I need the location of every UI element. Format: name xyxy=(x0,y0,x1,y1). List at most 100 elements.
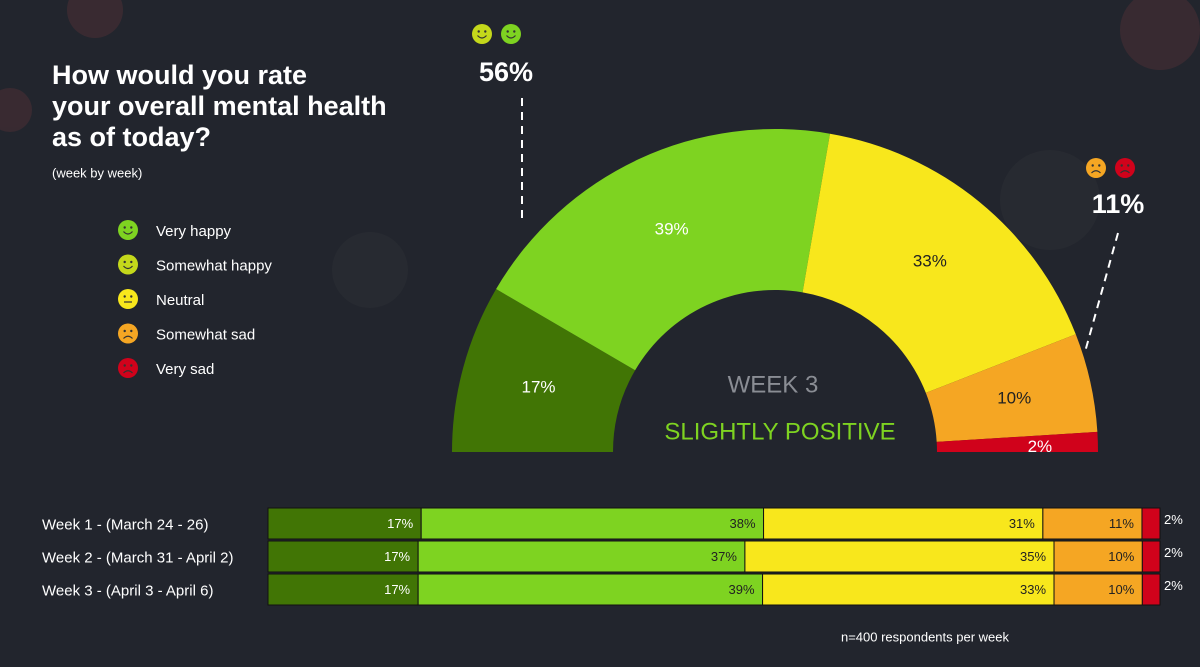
bar-segment xyxy=(1042,507,1143,540)
data-label: 35% xyxy=(1020,549,1046,564)
bar-segment xyxy=(763,507,1044,540)
eye xyxy=(130,364,133,367)
footnote: n=400 respondents per week xyxy=(841,629,1010,644)
bar-segment xyxy=(1053,573,1143,606)
bar-segment xyxy=(417,540,746,573)
face-icon xyxy=(118,220,138,240)
face xyxy=(1115,158,1135,178)
eye xyxy=(123,364,126,367)
eye xyxy=(130,226,133,229)
virus xyxy=(0,88,32,132)
virus xyxy=(1000,150,1100,250)
eye xyxy=(123,329,126,333)
face xyxy=(118,323,138,344)
annotation: 11% xyxy=(1092,189,1145,219)
mouth xyxy=(477,35,487,39)
eye xyxy=(1098,164,1101,167)
donut-segment xyxy=(925,334,1098,442)
face-icon xyxy=(118,323,138,344)
center-sublabel: SLIGHTLY POSITIVE xyxy=(664,418,895,445)
eye xyxy=(484,30,487,33)
data-label: 2% xyxy=(1164,545,1183,560)
data-label: 17% xyxy=(521,377,555,396)
donut-segment xyxy=(452,289,636,452)
face xyxy=(118,358,138,378)
bar-segment xyxy=(744,540,1055,573)
mouth xyxy=(1091,170,1101,174)
donut-segment xyxy=(936,431,1098,452)
data-label: 17% xyxy=(387,516,413,531)
eye xyxy=(123,295,126,298)
face-icon xyxy=(118,289,138,309)
eye xyxy=(130,260,133,264)
legend-label: Somewhat sad xyxy=(156,326,255,343)
eye xyxy=(123,226,126,229)
decoration xyxy=(0,0,1200,308)
y-tick-label: Week 1 - (March 24 - 26) xyxy=(42,516,208,533)
y-tick-label: Week 3 - (April 3 - April 6) xyxy=(42,582,213,599)
bar-segment xyxy=(1053,540,1143,573)
data-label: 2% xyxy=(1028,437,1053,456)
center-label: WEEK 3 xyxy=(728,371,819,398)
bar-segment xyxy=(267,573,419,606)
data-label: 17% xyxy=(384,549,410,564)
eye xyxy=(130,295,133,298)
data-label: 33% xyxy=(913,252,947,271)
eye xyxy=(130,329,133,333)
mouth xyxy=(506,35,516,39)
face xyxy=(118,254,138,275)
face xyxy=(118,289,138,309)
eye xyxy=(506,30,509,33)
mouth xyxy=(123,335,133,339)
face xyxy=(118,220,138,240)
face-icon xyxy=(472,24,492,44)
data-label: 39% xyxy=(655,219,689,238)
virus xyxy=(67,0,123,38)
data-label: 2% xyxy=(1164,512,1183,527)
legend-label: Neutral xyxy=(156,292,204,309)
y-tick-label: Week 2 - (March 31 - April 2) xyxy=(42,549,233,566)
chart-subtitle: (week by week) xyxy=(52,165,142,180)
eye xyxy=(477,30,480,33)
data-label: 39% xyxy=(729,582,755,597)
eye xyxy=(123,260,126,264)
data-label: 11% xyxy=(1109,516,1134,531)
face xyxy=(1086,158,1106,178)
annotation-leader xyxy=(1084,232,1119,353)
eye xyxy=(513,30,516,33)
annotation: 56% xyxy=(479,57,533,87)
bar-segment xyxy=(1141,540,1161,573)
donut-segment xyxy=(496,129,830,371)
legend-label: Very happy xyxy=(156,223,232,240)
bar-segment xyxy=(420,507,765,540)
face-icon xyxy=(1115,158,1135,178)
legend-label: Somewhat happy xyxy=(156,257,272,274)
data-label: 10% xyxy=(1108,549,1134,564)
eye xyxy=(1120,164,1123,167)
bar-segment xyxy=(762,573,1055,606)
data-label: 37% xyxy=(711,549,737,564)
eye xyxy=(1091,164,1094,167)
data-label: 17% xyxy=(384,582,410,597)
mouth xyxy=(123,370,133,374)
mouth xyxy=(123,265,133,270)
virus xyxy=(1120,0,1200,70)
data-label: 38% xyxy=(730,516,756,531)
bar-segment xyxy=(1141,573,1161,606)
face-icon xyxy=(118,358,138,378)
mouth xyxy=(123,231,133,235)
data-label: 10% xyxy=(1108,582,1134,597)
data-label: 10% xyxy=(997,389,1031,408)
donut-segment xyxy=(802,133,1076,393)
face xyxy=(472,24,492,44)
face-icon xyxy=(118,254,138,275)
face-icon xyxy=(1086,158,1106,178)
chart-title: How would you rate your overall mental he… xyxy=(52,60,387,152)
face xyxy=(501,24,521,44)
mouth xyxy=(1120,170,1130,174)
legend-label: Very sad xyxy=(156,361,214,378)
bar-segment xyxy=(417,573,764,606)
bar-segment xyxy=(1141,507,1161,540)
data-label: 31% xyxy=(1009,516,1035,531)
